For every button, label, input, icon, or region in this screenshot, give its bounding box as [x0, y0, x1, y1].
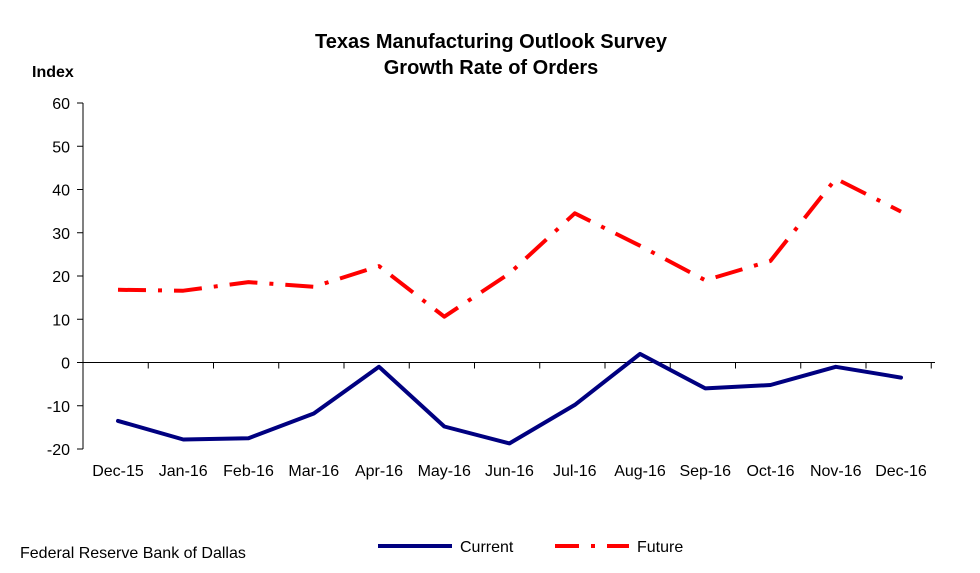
y-tick-label: 40	[52, 183, 70, 200]
x-tick-label: Nov-16	[810, 463, 862, 480]
y-tick-label: -10	[47, 399, 70, 416]
y-tick-label: 30	[52, 226, 70, 243]
x-tick-label: Aug-16	[614, 463, 666, 480]
chart-title-line-1: Texas Manufacturing Outlook Survey	[315, 31, 668, 53]
x-tick-label: Apr-16	[355, 463, 403, 480]
x-tick-label: Feb-16	[223, 463, 274, 480]
x-tick-label: Oct-16	[746, 463, 794, 480]
series-line-current	[116, 351, 903, 446]
x-tick-label: Jan-16	[159, 463, 208, 480]
x-tick-label: Jun-16	[485, 463, 534, 480]
y-tick-label: 20	[52, 269, 70, 286]
x-tick-label: Mar-16	[288, 463, 339, 480]
legend: Current Future	[378, 539, 683, 556]
y-tick-labels: -20 -10 0 10 20 30 40 50 60	[47, 96, 70, 459]
y-tick-label: 0	[61, 356, 70, 373]
y-tick-label: 10	[52, 312, 70, 329]
series-line-future	[117, 176, 902, 319]
legend-label-future: Future	[637, 539, 683, 556]
legend-label-current: Current	[460, 539, 514, 556]
chart-title-line-2: Growth Rate of Orders	[384, 57, 598, 79]
axes	[77, 102, 935, 450]
y-axis-label: Index	[32, 64, 74, 81]
x-tick-labels: Dec-15 Jan-16 Feb-16 Mar-16 Apr-16 May-16 Jun-…	[92, 463, 927, 480]
x-tick-label: Jul-16	[553, 463, 597, 480]
series-lines	[116, 176, 903, 446]
source-note: Federal Reserve Bank of Dallas	[20, 545, 246, 562]
y-tick-label: 50	[52, 139, 70, 156]
y-tick-label: 60	[52, 96, 70, 113]
x-tick-label: May-16	[418, 463, 471, 480]
x-tick-label: Dec-16	[875, 463, 927, 480]
x-tick-label: Dec-15	[92, 463, 144, 480]
x-tick-label: Sep-16	[679, 463, 731, 480]
y-tick-label: -20	[47, 442, 70, 459]
